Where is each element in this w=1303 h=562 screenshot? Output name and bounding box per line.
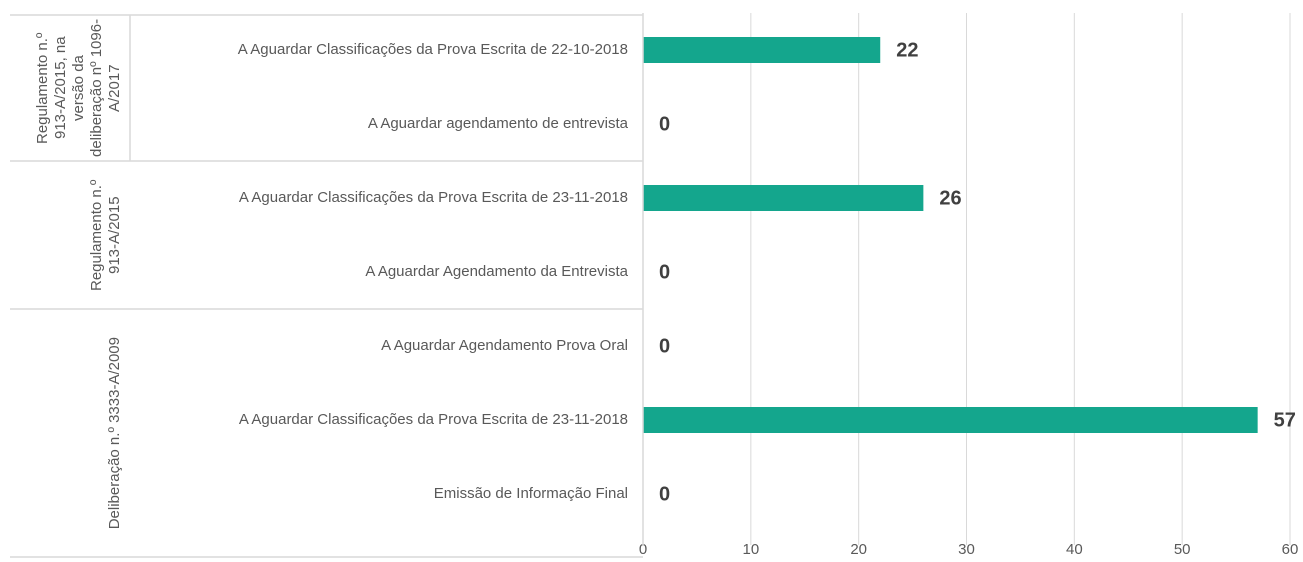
bar: [643, 407, 1258, 433]
value-label: 0: [659, 113, 670, 135]
value-label: 0: [659, 335, 670, 357]
x-tick-label: 20: [850, 541, 867, 558]
value-label: 0: [659, 483, 670, 505]
group-label: Regulamento n.º 913-A/2015: [88, 179, 123, 291]
x-tick-label: 60: [1282, 541, 1299, 558]
x-tick-label: 10: [742, 541, 759, 558]
x-tick-label: 40: [1066, 541, 1083, 558]
x-tick-label: 30: [958, 541, 975, 558]
group-label-box: Regulamento n.º 913-A/2015: [10, 161, 130, 309]
value-label: 22: [896, 39, 918, 61]
x-tick-label: 50: [1174, 541, 1191, 558]
x-tick-label: 0: [639, 541, 647, 558]
category-label: Emissão de Informação Final: [434, 485, 628, 502]
category-label: A Aguardar Agendamento Prova Oral: [381, 337, 628, 354]
bar: [643, 37, 881, 63]
category-label: A Aguardar agendamento de entrevista: [368, 115, 629, 132]
group-label: Deliberação n.º 3333-A/2009: [106, 336, 123, 530]
category-label: A Aguardar Classificações da Prova Escri…: [239, 411, 628, 428]
group-label-box: Regulamento n.º 913-A/2015, na versão da…: [10, 15, 130, 161]
group-label: Regulamento n.º 913-A/2015, na versão da…: [34, 18, 123, 158]
value-label: 0: [659, 261, 670, 283]
category-label: A Aguardar Classificações da Prova Escri…: [239, 189, 628, 206]
category-label: A Aguardar Classificações da Prova Escri…: [238, 41, 628, 58]
category-label: A Aguardar Agendamento da Entrevista: [365, 263, 628, 280]
group-label-box: Deliberação n.º 3333-A/2009: [10, 309, 130, 557]
value-label: 57: [1274, 409, 1296, 431]
value-label: 26: [939, 187, 961, 209]
bar: [643, 185, 924, 211]
